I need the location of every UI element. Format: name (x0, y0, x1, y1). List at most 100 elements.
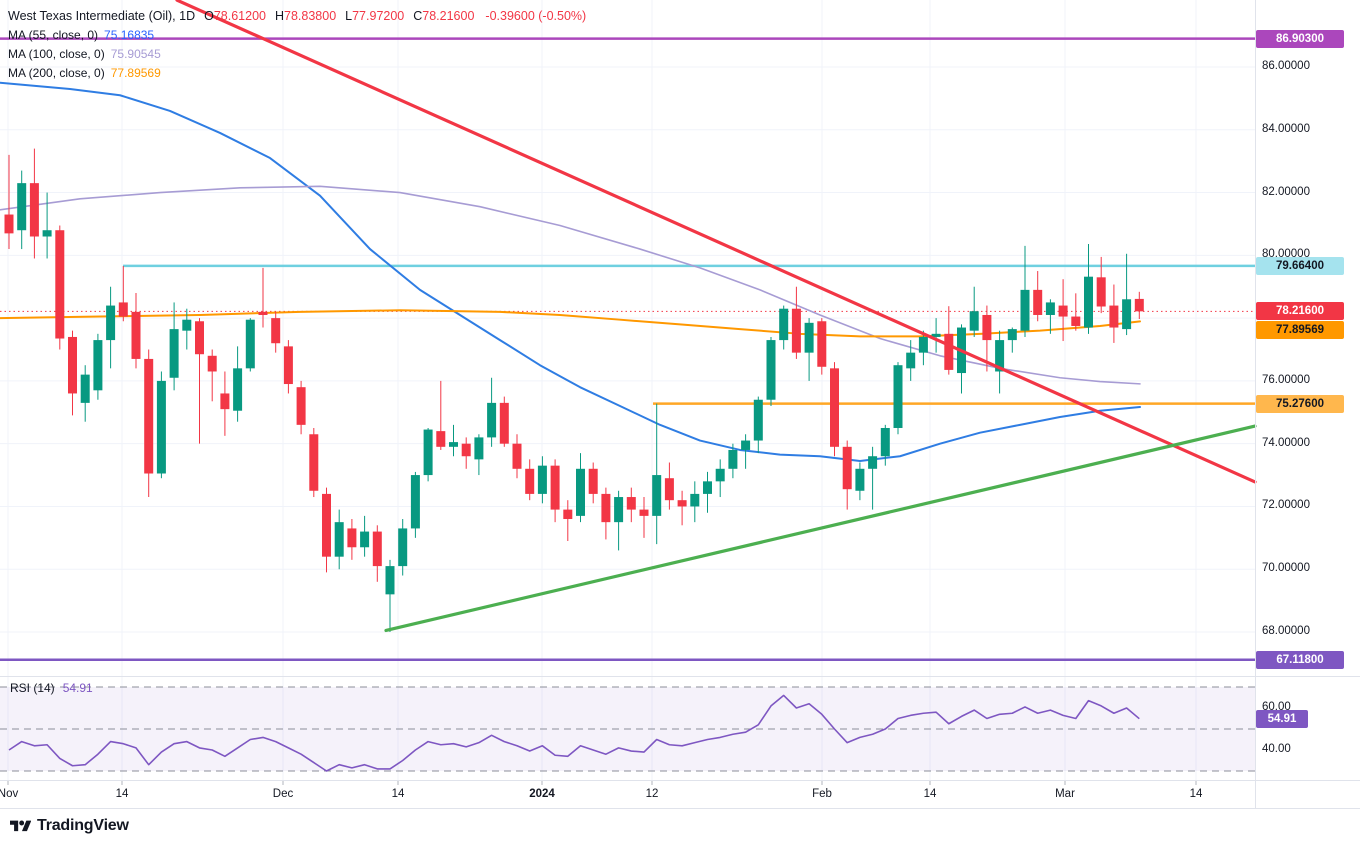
ohlc-low: L77.97200 (345, 8, 405, 23)
rsi-label: RSI (14) (10, 681, 55, 695)
candle-body (80, 374, 90, 403)
price-badge-77.89569: 77.89569 (1256, 321, 1344, 340)
candle-body (309, 434, 319, 491)
price-badge-67.11800: 67.11800 (1256, 650, 1344, 669)
candle-body (461, 443, 471, 457)
time-tick-label: 12 (645, 788, 659, 800)
candle-body (4, 214, 14, 234)
rsi-tick-label: 40.00 (1262, 743, 1291, 755)
time-tick-label: Feb (812, 788, 832, 800)
candle-body (1134, 298, 1144, 312)
candle-body (880, 427, 890, 457)
ohlc-open: O78.61200 (204, 8, 266, 23)
candle-body (766, 340, 776, 400)
price-badge-79.66400: 79.66400 (1256, 256, 1344, 275)
candle-body (118, 302, 128, 317)
candle-body (106, 305, 116, 341)
price-tick-label: 84.00000 (1262, 122, 1310, 135)
tradingview-glyph-icon (10, 820, 31, 831)
candle-body (703, 481, 712, 494)
price-badge-86.90300: 86.90300 (1256, 29, 1344, 48)
candle-body (283, 346, 293, 385)
candle-body (42, 230, 52, 237)
symbol-title: West Texas Intermediate (Oil), 1D (8, 8, 196, 23)
trendline-descending-resistance[interactable] (175, 0, 1257, 484)
candle-body (830, 368, 839, 447)
time-tick-label: 2024 (529, 788, 555, 800)
candle-body (17, 183, 27, 231)
candle-body (334, 522, 344, 557)
ma55-value: 75.16835 (104, 27, 155, 42)
candle-body (614, 497, 624, 523)
candle-body (601, 493, 611, 523)
price-tick-label: 76.00000 (1262, 373, 1310, 386)
candle-body (715, 468, 725, 482)
candle-body (1096, 277, 1106, 307)
candle-body (499, 402, 509, 444)
candle-body (271, 318, 281, 344)
ma-line-ma55 (0, 81, 1141, 462)
candle-body (855, 468, 865, 491)
price-tick-label: 68.00000 (1262, 625, 1310, 638)
candle-body (893, 365, 903, 428)
candle-body (207, 355, 217, 372)
rsi-legend[interactable]: RSI (14) 54.91 (10, 681, 93, 695)
candle-body (169, 329, 179, 378)
candle-body (195, 321, 204, 355)
symbol-row[interactable]: West Texas Intermediate (Oil), 1D O78.61… (8, 6, 586, 25)
candle-body (550, 465, 560, 510)
ma100-value: 75.90545 (110, 46, 161, 61)
candle-body (29, 183, 39, 237)
candle-body (360, 531, 370, 548)
candle-body (982, 314, 992, 341)
rsi-value: 54.91 (62, 681, 93, 695)
ma200-value: 77.89569 (110, 65, 161, 80)
candle-body (804, 322, 814, 353)
price-tick-label: 70.00000 (1262, 562, 1310, 575)
candle-body (1007, 329, 1017, 341)
candle-body (906, 352, 916, 369)
candle-body (652, 475, 662, 516)
candle-body (68, 336, 77, 394)
candle-body (563, 509, 573, 520)
price-tick-label: 72.00000 (1262, 499, 1310, 512)
candle-body (347, 528, 357, 548)
rsi-badge: 54.91 (1256, 709, 1308, 728)
candle-body (474, 437, 484, 460)
ohlc-high: H78.83800 (274, 8, 337, 23)
candle-body (677, 500, 687, 507)
candle-body (55, 230, 65, 339)
indicator-row-ma200[interactable]: MA (200, close, 0) 77.89569 (8, 65, 161, 80)
indicator-row-ma100[interactable]: MA (100, close, 0) 75.90545 (8, 46, 161, 61)
candle-body (1020, 289, 1030, 331)
candle-body (1109, 305, 1119, 328)
candle-body (842, 446, 852, 490)
candle-body (817, 321, 827, 367)
indicator-row-ma55[interactable]: MA (55, close, 0) 75.16835 (8, 27, 155, 42)
time-tick-label: Nov (0, 788, 19, 800)
candle-body (525, 468, 535, 494)
candle-body (423, 429, 433, 476)
candle-body (410, 475, 420, 529)
time-tick-label: Dec (272, 788, 294, 800)
trendline-ascending-support[interactable] (384, 424, 1257, 633)
candle-body (753, 399, 763, 441)
candle-body (690, 493, 700, 507)
candle-body (144, 358, 154, 474)
candle-body (398, 528, 408, 567)
candle-body (791, 308, 801, 353)
price-tick-label: 74.00000 (1262, 436, 1310, 449)
candle-body (156, 380, 166, 474)
candle-body (449, 442, 458, 447)
candle-body (296, 387, 306, 425)
price-tick-label: 82.00000 (1262, 185, 1310, 198)
candle-body (779, 308, 789, 341)
ma-line-ma100 (0, 185, 1141, 385)
price-tick-label: 86.00000 (1262, 60, 1310, 72)
candle-body (245, 319, 255, 369)
candle-body (322, 493, 331, 557)
price-badge-75.27600: 75.27600 (1256, 394, 1344, 413)
tradingview-logo[interactable]: TradingView (10, 817, 129, 835)
candle-body (537, 465, 547, 494)
